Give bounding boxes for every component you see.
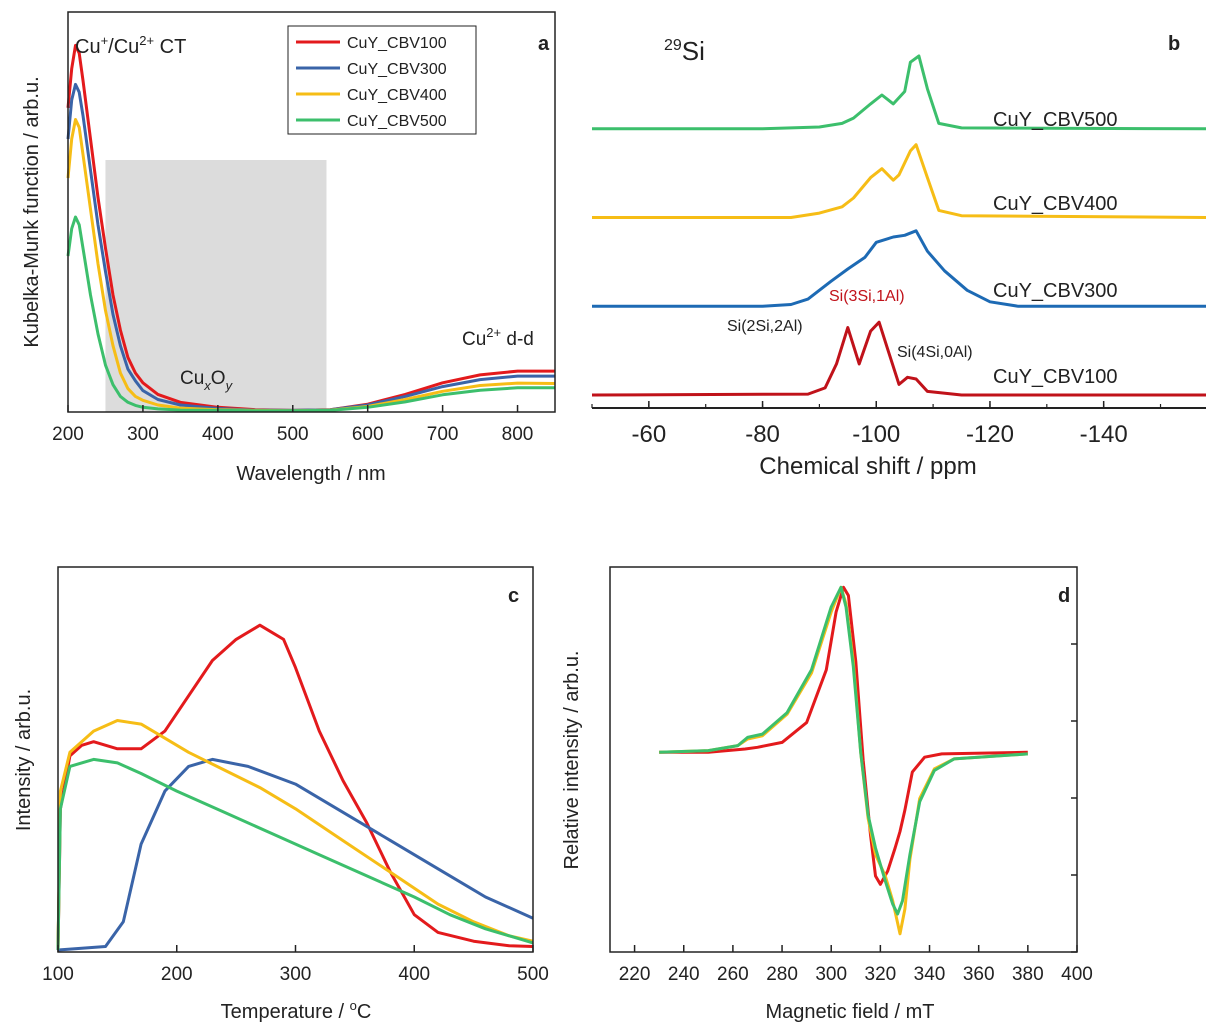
c-x-axis-label: Temperature / oC xyxy=(221,998,372,1023)
b-series-line-cuy-cbv300 xyxy=(592,229,1206,308)
a-legend: CuY_CBV100 CuY_CBV300 CuY_CBV400 CuY_CBV… xyxy=(287,25,477,135)
d-x-tick-label: 400 xyxy=(1061,964,1093,985)
d-x-axis-label: Magnetic field / mT xyxy=(766,1001,935,1023)
a-x-tick-label: 600 xyxy=(352,424,384,445)
panel-c: 100 200 300 400 500 c Temperature / oC Inten… xyxy=(13,566,549,1023)
a-x-tick-label: 200 xyxy=(52,424,84,445)
c-x-tick-label: 300 xyxy=(280,964,312,985)
c-series-line-cuy-cbv500 xyxy=(56,757,534,951)
d-x-tick-label: 320 xyxy=(865,964,897,985)
b-peak-label-3si1al: Si(3Si,1Al) xyxy=(829,288,905,305)
b-series-line-cuy-cbv400 xyxy=(592,143,1206,219)
panel-d: 220 240 260 280 300 320 340 360 380 400 d Magneti… xyxy=(561,566,1093,1023)
c-series-line-cuy-cbv400 xyxy=(56,719,534,951)
a-series-line-cuy-cbv400 xyxy=(66,118,556,413)
d-axes-ticks: 220 240 260 280 300 320 340 360 380 400 xyxy=(619,643,1093,985)
b-x-axis: -60 -80 -100 -120 -140 xyxy=(591,401,1162,448)
d-y-axis-label: Relative intensity / arb.u. xyxy=(561,651,583,870)
c-panel-letter: c xyxy=(508,585,519,607)
c-x-tick-label: 400 xyxy=(398,964,430,985)
c-series-line-cuy-cbv100 xyxy=(56,623,534,951)
c-x-axis: 100 200 300 400 500 xyxy=(42,945,549,985)
c-plot-area xyxy=(56,623,534,952)
a-x-tick-label: 800 xyxy=(502,424,534,445)
a-legend-label-cbv300: CuY_CBV300 xyxy=(347,61,447,78)
b-series-label-cbv300: CuY_CBV300 xyxy=(993,280,1118,302)
b-series-line-cuy-cbv500 xyxy=(592,54,1206,131)
b-series-label-cbv500: CuY_CBV500 xyxy=(993,109,1118,131)
b-peak-label-4si0al: Si(4Si,0Al) xyxy=(897,344,973,361)
a-x-axis: 200 300 400 500 600 700 800 xyxy=(52,405,533,445)
a-legend-label-cbv100: CuY_CBV100 xyxy=(347,35,447,52)
b-x-tick-label: -100 xyxy=(852,421,900,448)
d-series-line-cuy-cbv400 xyxy=(659,585,1028,936)
b-x-tick-label: -120 xyxy=(966,421,1014,448)
d-series-line-cuy-cbv500 xyxy=(659,585,1028,916)
d-x-tick-label: 220 xyxy=(619,964,651,985)
a-legend-box xyxy=(287,25,477,135)
d-panel-letter: d xyxy=(1058,585,1070,607)
b-series-line-cuy-cbv100 xyxy=(591,320,1206,397)
b-x-tick-label: -80 xyxy=(745,421,780,448)
a-y-axis-label: Kubelka-Munk function / arb.u. xyxy=(21,76,43,347)
a-x-axis-label: Wavelength / nm xyxy=(236,463,385,485)
b-panel-letter: b xyxy=(1168,33,1180,55)
d-x-tick-label: 380 xyxy=(1012,964,1044,985)
a-x-tick-label: 500 xyxy=(277,424,309,445)
c-x-tick-label: 200 xyxy=(161,964,193,985)
b-nucleus-label: 29Si xyxy=(664,36,705,66)
b-x-tick-label: -140 xyxy=(1080,421,1128,448)
a-x-tick-label: 700 xyxy=(427,424,459,445)
a-dd-annotation: Cu2+ d-d xyxy=(462,325,534,350)
a-legend-label-cbv400: CuY_CBV400 xyxy=(347,87,447,104)
d-x-tick-label: 260 xyxy=(717,964,749,985)
a-x-tick-label: 400 xyxy=(202,424,234,445)
b-series-label-cbv400: CuY_CBV400 xyxy=(993,193,1118,215)
a-title: Cu+/Cu2+ CT xyxy=(75,33,186,58)
a-panel-letter: a xyxy=(538,33,550,55)
panel-b: -60 -80 -100 -120 -140 b 29Si CuY_CBV500 CuY… xyxy=(591,33,1206,480)
b-plot-area xyxy=(591,54,1206,397)
a-legend-label-cbv500: CuY_CBV500 xyxy=(347,113,447,130)
d-x-tick-label: 360 xyxy=(963,964,995,985)
a-cuxoy-annotation: CuxOy xyxy=(180,368,234,393)
panel-a: 200 300 400 500 600 700 800 a Cu+/Cu2+ CT CuxO… xyxy=(21,11,556,485)
a-shaded-region xyxy=(105,160,327,412)
b-x-tick-label: -60 xyxy=(632,421,667,448)
a-series-line-cuy-cbv100 xyxy=(66,43,555,412)
b-series-label-cbv100: CuY_CBV100 xyxy=(993,366,1118,388)
c-x-tick-label: 500 xyxy=(517,964,549,985)
d-x-tick-label: 280 xyxy=(766,964,798,985)
b-peak-label-2si2al: Si(2Si,2Al) xyxy=(727,318,803,335)
c-x-tick-label: 100 xyxy=(42,964,74,985)
d-series-line-cuy-cbv100 xyxy=(659,585,1028,886)
d-plot-area xyxy=(659,585,1028,936)
a-frame xyxy=(67,11,556,413)
c-y-axis-label: Intensity / arb.u. xyxy=(13,689,35,831)
b-x-axis-label: Chemical shift / ppm xyxy=(759,453,976,480)
d-x-tick-label: 300 xyxy=(815,964,847,985)
a-x-tick-label: 300 xyxy=(127,424,159,445)
d-x-tick-label: 240 xyxy=(668,964,700,985)
d-frame xyxy=(609,566,1078,953)
d-x-tick-label: 340 xyxy=(914,964,946,985)
a-series-line-cuy-cbv300 xyxy=(66,82,555,412)
c-series-line-cuy-cbv300 xyxy=(57,757,534,952)
